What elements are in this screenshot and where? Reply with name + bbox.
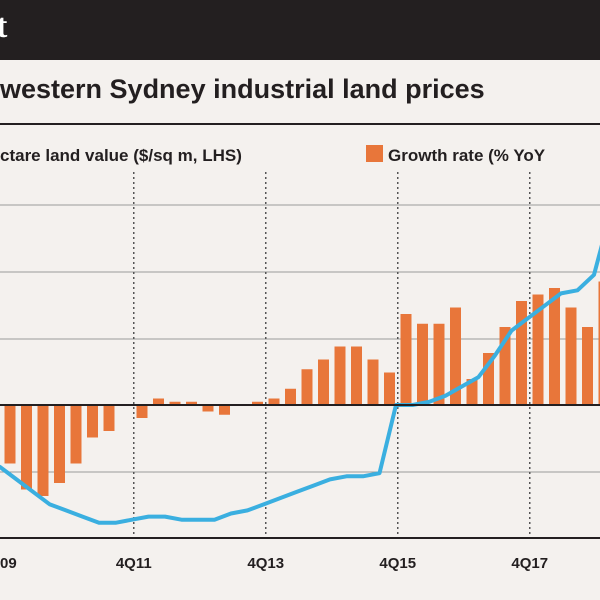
title-divider [0,123,600,125]
x-tick-label: 4Q15 [379,555,416,572]
growth-bar [400,314,412,405]
growth-bar [268,398,280,405]
header-text: t [0,8,8,45]
growth-bar [219,405,230,415]
growth-bar [202,405,214,412]
growth-bar [516,301,527,405]
growth-bar [565,307,577,405]
growth-bar [153,398,164,405]
growth-bar [598,281,600,405]
growth-rate-bars [4,281,600,496]
legend-bar-swatch [366,145,383,162]
header-bar: t [0,0,600,60]
growth-bar [417,323,428,405]
growth-bar [37,405,49,496]
growth-bar [582,327,593,405]
legend-line-label: ctare land value ($/sq m, LHS) [0,146,242,165]
growth-bar [351,346,362,405]
growth-bar [4,405,16,464]
growth-bar [532,294,544,405]
growth-bar [285,388,296,405]
x-tick-label: 4Q13 [247,555,284,572]
growth-bar [169,401,181,405]
growth-bar [103,405,115,431]
growth-bar [21,405,32,490]
growth-bar [433,323,445,405]
growth-bar [367,359,379,405]
growth-bar [54,405,65,483]
growth-bar [483,353,494,405]
x-tick-label: 09 [0,555,17,572]
growth-bar [549,288,560,405]
growth-bar [466,379,478,405]
growth-bar [334,346,346,405]
x-tick-label: 4Q11 [116,555,152,572]
x-tick-labels: 09 4Q11 4Q13 4Q15 4Q17 [0,555,548,572]
growth-bar [301,369,313,405]
growth-bar [136,405,148,418]
growth-bar [450,307,461,405]
growth-bar [499,327,511,405]
growth-bar [87,405,98,438]
growth-bar [186,401,197,405]
growth-bar [318,359,329,405]
growth-bar [70,405,82,464]
grid [0,172,600,538]
growth-bar [252,401,263,405]
chart-title: western Sydney industrial land prices [0,74,485,104]
land-value-line [0,244,600,525]
x-tick-label: 4Q17 [511,555,548,572]
growth-bar [384,372,395,405]
legend-bar-label: Growth rate (% YoY [388,146,546,165]
